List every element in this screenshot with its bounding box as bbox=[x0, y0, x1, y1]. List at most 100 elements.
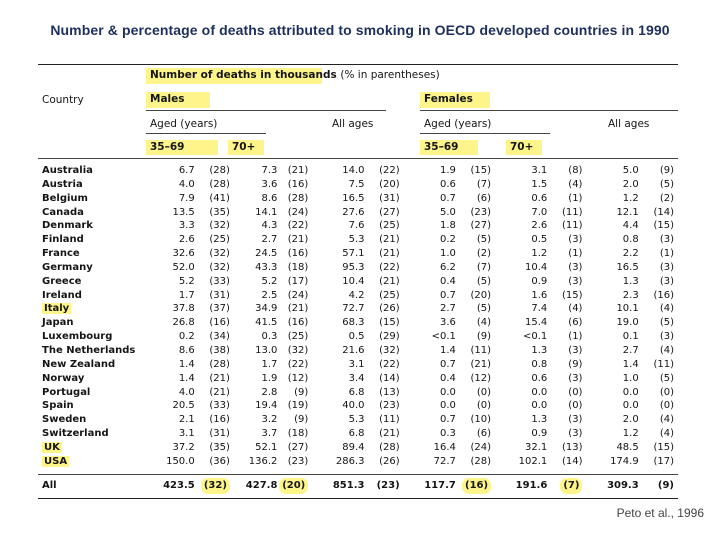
deaths-value: 4.4 bbox=[622, 220, 639, 232]
deaths-value: 1.9 bbox=[439, 165, 456, 176]
percent-value: (3) bbox=[659, 275, 674, 287]
deaths-value: 95.3 bbox=[342, 261, 365, 273]
deaths-value: 7.6 bbox=[348, 220, 365, 232]
percent-value: (11) bbox=[561, 206, 583, 218]
males-35-69-header: 35–69 bbox=[150, 141, 185, 153]
deaths-value: 0.9 bbox=[531, 275, 548, 287]
deaths-value: 1.7 bbox=[261, 358, 278, 370]
top-rule bbox=[38, 64, 678, 65]
deaths-value: 0.6 bbox=[439, 178, 456, 190]
country-header: Country bbox=[42, 94, 84, 106]
country-name: Greece bbox=[42, 275, 82, 287]
percent-value: (3) bbox=[568, 344, 583, 356]
deaths-value: 13.5 bbox=[172, 206, 195, 218]
deaths-value: 2.7 bbox=[622, 344, 639, 356]
deaths-value: 0.0 bbox=[531, 400, 548, 412]
percent-value: (3) bbox=[568, 261, 583, 273]
deaths-value: 0.7 bbox=[439, 414, 456, 426]
percent-value: (21) bbox=[287, 303, 309, 315]
table-row: France 32.6 (32) 24.5 (16) 57.1 (21) 1.0 (2) 1.2 (… bbox=[38, 247, 678, 261]
deaths-value: 0.4 bbox=[439, 372, 456, 384]
deaths-value: 6.8 bbox=[348, 428, 365, 440]
deaths-value: 286.3 bbox=[335, 455, 365, 467]
country-name: Sweden bbox=[42, 414, 87, 426]
percent-value: (0) bbox=[476, 400, 492, 412]
deaths-value: 10.4 bbox=[525, 261, 548, 273]
country-name: Switzerland bbox=[42, 428, 109, 440]
table-row: Sweden 2.1 (16) 3.2 (9) 5.3 (11) 0.7 (10) 1.3 (3) 2… bbox=[38, 413, 678, 427]
deaths-value: 26.8 bbox=[172, 317, 195, 329]
percent-value: (6) bbox=[476, 192, 492, 204]
percent-value: (2) bbox=[659, 192, 674, 204]
table-row: UK 37.2 (35) 52.1 (27) 89.4 (28) 16.4 (24) 32.1 (1… bbox=[38, 441, 678, 455]
deaths-value: 4.0 bbox=[178, 178, 195, 190]
deaths-value: 3.7 bbox=[261, 428, 278, 440]
females-70-header: 70+ bbox=[510, 141, 534, 153]
deaths-value: 7.3 bbox=[261, 165, 278, 176]
percent-value: (6) bbox=[568, 317, 583, 329]
deaths-value: 6.8 bbox=[348, 386, 365, 398]
deaths-value: 14.1 bbox=[255, 206, 278, 218]
percent-value: (11) bbox=[470, 344, 492, 356]
deaths-value: 0.7 bbox=[439, 358, 456, 370]
country-name: Japan bbox=[42, 317, 74, 329]
percent-value: (38) bbox=[209, 344, 230, 356]
deaths-value: 1.4 bbox=[622, 358, 639, 370]
all-row-label: All bbox=[42, 480, 57, 491]
deaths-value: 0.8 bbox=[531, 358, 548, 370]
citation: Peto et al., 1996 bbox=[616, 506, 704, 520]
percent-value: (28) bbox=[209, 165, 230, 176]
percent-value: (31) bbox=[209, 289, 230, 301]
table-row: Austria 4.0 (28) 3.6 (16) 7.5 (20) 0.6 (7) 1.5 (4)… bbox=[38, 178, 678, 192]
number-label-highlight bbox=[146, 68, 322, 84]
deaths-value: 5.2 bbox=[261, 275, 278, 287]
males-all-ages-header: All ages bbox=[332, 118, 374, 130]
percent-value: (28) bbox=[379, 441, 400, 453]
deaths-value: 14.0 bbox=[342, 165, 365, 176]
percent-value: (18) bbox=[287, 428, 309, 440]
percent-value: (36) bbox=[209, 455, 230, 467]
percent-value: (18) bbox=[287, 261, 309, 273]
deaths-value: 5.3 bbox=[348, 414, 365, 426]
deaths-value: 0.5 bbox=[348, 331, 365, 343]
percent-value: (3) bbox=[568, 234, 583, 246]
percent-value: (16) bbox=[287, 317, 309, 329]
deaths-value: 1.8 bbox=[439, 220, 456, 232]
deaths-value: 52.1 bbox=[255, 441, 278, 453]
percent-value: (11) bbox=[379, 414, 400, 426]
deaths-value: 1.0 bbox=[439, 248, 456, 260]
country-name: Ireland bbox=[42, 289, 82, 301]
percent-value: (5) bbox=[659, 178, 674, 190]
deaths-value: 5.3 bbox=[348, 234, 365, 246]
deaths-value: 0.7 bbox=[439, 192, 456, 204]
percent-value: (14) bbox=[653, 206, 674, 218]
percent-value: (21) bbox=[287, 165, 309, 176]
table-row: The Netherlands 8.6 (38) 13.0 (32) 21.6 (32) 1.… bbox=[38, 344, 678, 358]
percent-value: (3) bbox=[568, 414, 583, 426]
percent-value: (27) bbox=[470, 220, 492, 232]
percent-value: (9) bbox=[294, 386, 309, 398]
deaths-value: 2.7 bbox=[261, 234, 278, 246]
number-label-text: Number of deaths in thousands bbox=[150, 69, 337, 81]
deaths-value: 8.6 bbox=[261, 192, 278, 204]
deaths-value: 40.0 bbox=[342, 400, 365, 412]
percent-value: (22) bbox=[379, 261, 400, 273]
table-row: Spain 20.5 (33) 19.4 (19) 40.0 (23) 0.0 (0) 0.0 (0… bbox=[38, 399, 678, 413]
deaths-value: 72.7 bbox=[342, 303, 365, 315]
percent-value: (15) bbox=[653, 441, 674, 453]
deaths-value: 24.5 bbox=[255, 248, 278, 260]
all-cell: 851.3 bbox=[332, 480, 365, 491]
percent-value: (16) bbox=[653, 289, 674, 301]
percent-value: (32) bbox=[209, 261, 230, 273]
deaths-value: 1.3 bbox=[531, 344, 548, 356]
deaths-value: 174.9 bbox=[610, 455, 639, 467]
deaths-value: 4.3 bbox=[261, 220, 278, 232]
deaths-value: 68.3 bbox=[342, 317, 365, 329]
percent-value: (28) bbox=[287, 192, 309, 204]
percent-value: (15) bbox=[379, 317, 400, 329]
males-70-header: 70+ bbox=[232, 141, 256, 153]
deaths-value: 13.0 bbox=[255, 344, 278, 356]
deaths-value: 1.3 bbox=[622, 275, 639, 287]
deaths-value: 7.9 bbox=[178, 192, 195, 204]
percent-value: (23) bbox=[379, 400, 400, 412]
